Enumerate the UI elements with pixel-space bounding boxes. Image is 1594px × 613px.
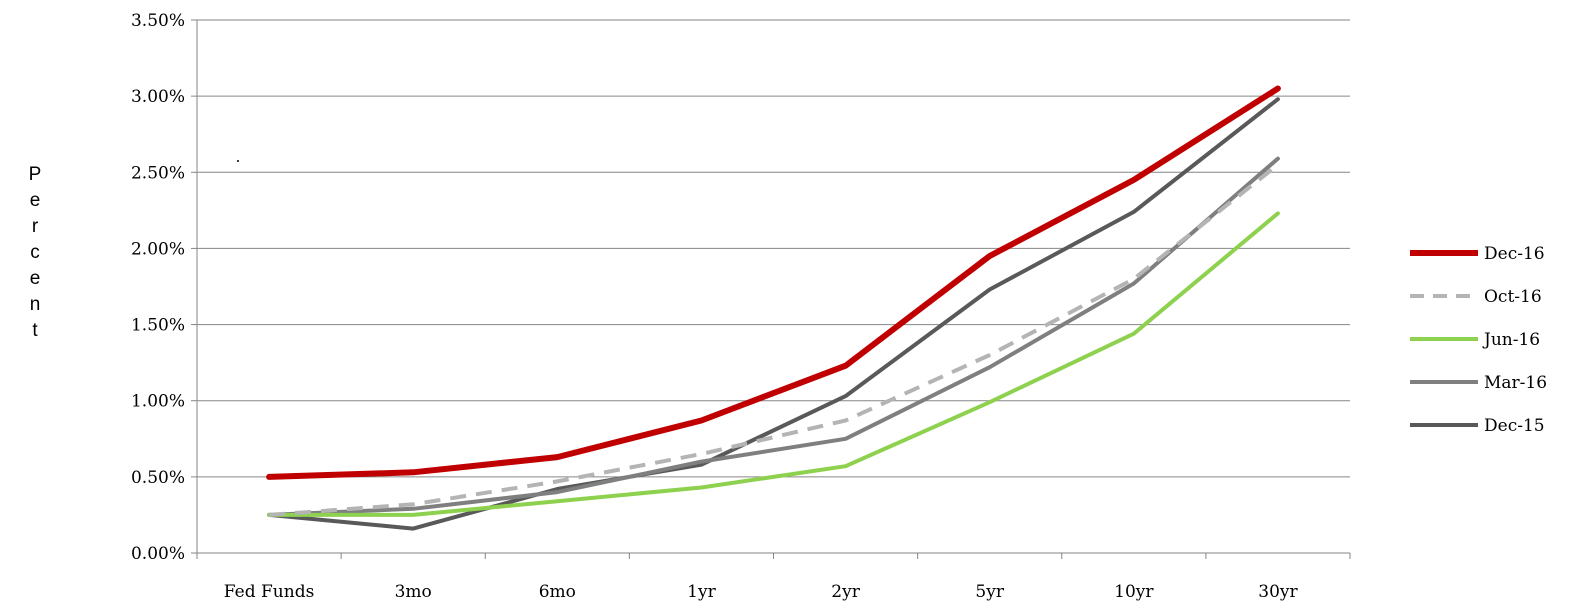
stray-dot	[237, 160, 239, 162]
series-line-dec-15	[267, 97, 1280, 531]
series-line-oct-16	[268, 163, 1280, 517]
x-tick-label: Fed Funds	[224, 582, 315, 602]
y-axis-label-letter: t	[32, 320, 38, 341]
x-tick-label: 2yr	[831, 582, 860, 602]
x-tick-labels: Fed Funds 3mo 6mo 1yr 2yr 5yr 10yr 30yr	[224, 582, 1299, 602]
y-tick-label: 3.00%	[131, 87, 185, 107]
y-axis-label-letter: e	[30, 268, 41, 289]
x-tick-label: 5yr	[975, 582, 1004, 602]
x-tick-label: 30yr	[1258, 582, 1298, 602]
legend-label: Oct-16	[1484, 287, 1542, 307]
gridlines	[197, 19, 1350, 478]
series-lines	[266, 85, 1281, 531]
y-tick-label: 1.00%	[131, 392, 185, 412]
x-tick-label: 3mo	[395, 582, 432, 602]
series-line-dec-16	[266, 85, 1281, 480]
x-tick-label: 6mo	[539, 582, 576, 602]
x-tick-label: 1yr	[687, 582, 716, 602]
y-axis-label-letter: r	[32, 216, 39, 237]
y-axis-label-letter: P	[29, 164, 42, 185]
y-tick-label: 2.00%	[131, 239, 185, 259]
y-tick-label: 0.00%	[131, 544, 185, 564]
y-axis-label-letter: n	[30, 294, 41, 315]
y-axis-label-letter: c	[30, 242, 40, 263]
y-tick-labels: 0.00% 0.50% 1.00% 1.50% 2.00% 2.50% 3.00% 3.50%	[131, 11, 185, 564]
legend-label: Dec-15	[1484, 416, 1545, 436]
legend-label: Mar-16	[1484, 373, 1547, 393]
y-axis-label-letter: e	[30, 190, 41, 211]
y-tick-label: 0.50%	[131, 468, 185, 488]
y-tick-label: 3.50%	[131, 11, 185, 31]
series-line-jun-16	[267, 211, 1280, 517]
legend-label: Dec-16	[1484, 244, 1545, 264]
series-line-mar-16	[267, 156, 1280, 517]
y-tick-label: 2.50%	[131, 163, 185, 183]
x-tick-label: 10yr	[1114, 582, 1154, 602]
y-tick-label: 1.50%	[131, 316, 185, 336]
legend: Dec-16 Oct-16 Jun-16 Mar-16 Dec-15	[1410, 244, 1547, 436]
axes	[191, 19, 1351, 559]
legend-label: Jun-16	[1482, 330, 1540, 350]
